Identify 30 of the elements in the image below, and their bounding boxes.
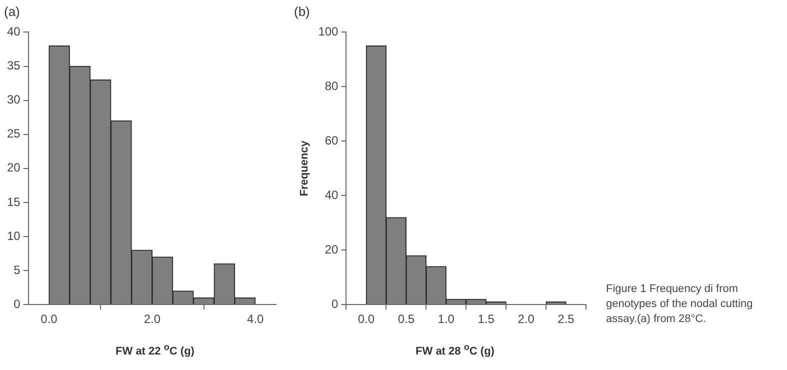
x-tick-label: 4.0 — [247, 312, 264, 326]
x-tick-label: 1.0 — [438, 312, 455, 326]
y-tick-label: 0 — [14, 296, 21, 311]
y-tick-label: 10 — [6, 228, 21, 243]
y-tick-label: 60 — [324, 133, 339, 148]
x-tick-label: 0.5 — [398, 312, 415, 326]
y-tick-label: 20 — [6, 160, 21, 175]
chart-title: (a) — [4, 4, 20, 19]
x-tick-label: 2.0 — [518, 312, 535, 326]
y-tick-label: 25 — [6, 126, 21, 141]
y-tick-label: 35 — [6, 58, 21, 73]
y-tick-label: 40 — [324, 188, 339, 202]
caption: Figure 1 Frequency di from genotypes of the nodal cutting assay.(a) from 28°C. — [606, 282, 754, 327]
y-tick-label: 100 — [318, 24, 339, 39]
y-tick-label: 30 — [6, 92, 21, 107]
y-tick-label: 5 — [14, 262, 21, 277]
x-tick-label: 2.0 — [144, 312, 161, 326]
x-tick-label: 2.5 — [558, 312, 575, 326]
y-tick-label: 80 — [324, 78, 339, 93]
x-tick-label: 1.5 — [478, 312, 495, 326]
x-tick-label: 0.0 — [40, 312, 58, 326]
y-tick-label: 20 — [324, 242, 339, 256]
x-axis-title: FW at 28 $^{o}$C (g) — [414, 342, 496, 358]
y-tick-label: 15 — [6, 194, 21, 209]
x-axis-title: FW at 22 $^{o}$C (g) — [114, 342, 196, 358]
y-axis-title: Frequency — [298, 140, 311, 196]
chart-title: (b) — [294, 4, 310, 19]
y-tick-label: 0 — [332, 296, 339, 311]
x-tick-label: 0.0 — [358, 312, 375, 326]
y-tick-label: 40 — [6, 24, 21, 39]
